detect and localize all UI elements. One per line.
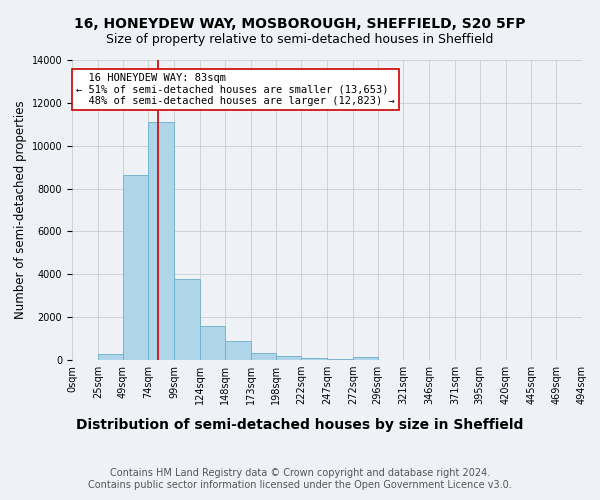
Text: 16, HONEYDEW WAY, MOSBOROUGH, SHEFFIELD, S20 5FP: 16, HONEYDEW WAY, MOSBOROUGH, SHEFFIELD,… [74,18,526,32]
Text: 16 HONEYDEW WAY: 83sqm
← 51% of semi-detached houses are smaller (13,653)
  48% : 16 HONEYDEW WAY: 83sqm ← 51% of semi-det… [76,73,395,106]
Bar [327,359,353,360]
Bar [148,122,174,360]
Bar [225,340,251,360]
Bar [301,358,327,360]
Text: Distribution of semi-detached houses by size in Sheffield: Distribution of semi-detached houses by … [76,418,524,432]
Bar [122,174,148,360]
Y-axis label: Number of semi-detached properties: Number of semi-detached properties [14,100,28,320]
Text: Size of property relative to semi-detached houses in Sheffield: Size of property relative to semi-detach… [106,32,494,46]
Bar [251,352,277,360]
Bar [174,278,200,360]
Bar [353,357,377,360]
Text: Contains HM Land Registry data © Crown copyright and database right 2024.
Contai: Contains HM Land Registry data © Crown c… [88,468,512,490]
Bar [98,354,122,360]
Bar [200,326,225,360]
Bar [277,356,301,360]
